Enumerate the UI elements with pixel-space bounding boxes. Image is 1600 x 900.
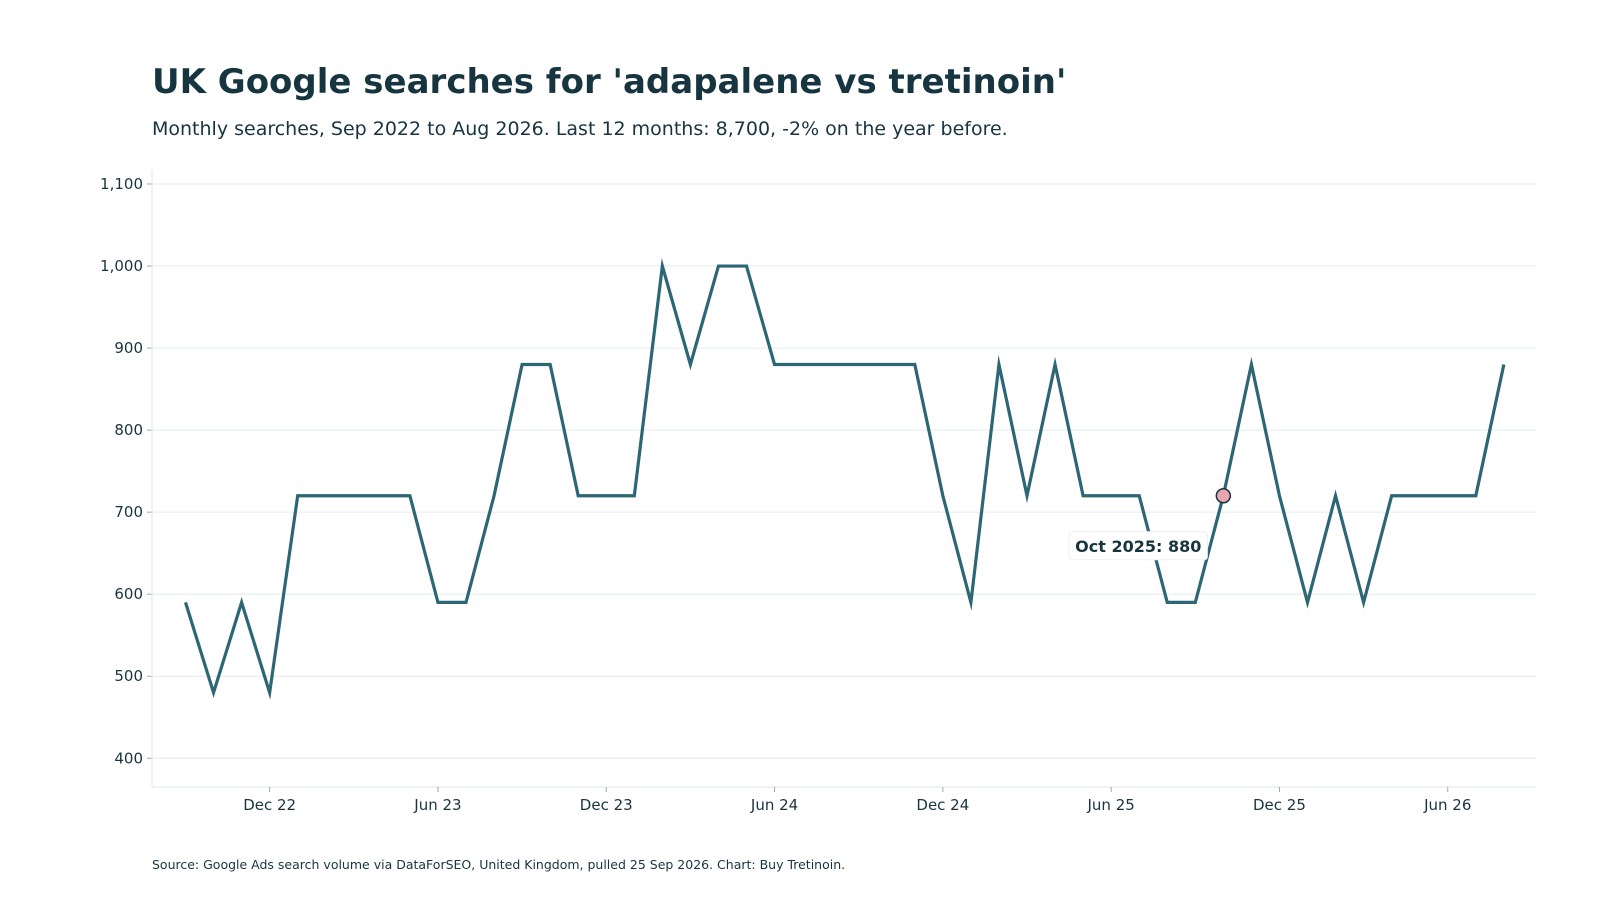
data-point <box>1418 494 1422 498</box>
series-line <box>183 257 1506 700</box>
chart-subtitle: Monthly searches, Sep 2022 to Aug 2026. … <box>152 118 1008 140</box>
data-point <box>1025 494 1029 498</box>
data-point <box>1081 494 1085 498</box>
data-point <box>829 362 833 366</box>
data-point <box>1502 362 1506 366</box>
data-point <box>464 600 468 604</box>
data-point <box>1249 362 1253 366</box>
data-point <box>520 362 524 366</box>
data-point <box>1390 494 1394 498</box>
data-point <box>492 494 496 498</box>
data-point <box>576 494 580 498</box>
data-point <box>1137 494 1141 498</box>
data-point <box>1306 600 1310 604</box>
chart-title: UK Google searches for 'adapalene vs tre… <box>152 62 1067 102</box>
highlight-marker <box>1215 488 1232 504</box>
data-point <box>1277 494 1281 498</box>
data-point <box>969 600 973 604</box>
data-point <box>885 362 889 366</box>
data-point <box>184 600 188 604</box>
data-point <box>352 494 356 498</box>
data-point <box>548 362 552 366</box>
x-tick-label: Jun 26 <box>1423 796 1471 814</box>
series-layer <box>183 257 1506 700</box>
source-note: Source: Google Ads search volume via Dat… <box>152 857 846 872</box>
data-point <box>941 494 945 498</box>
y-tick-label: 400 <box>114 749 143 767</box>
data-point <box>801 362 805 366</box>
data-point <box>1193 600 1197 604</box>
annotation-box <box>1068 531 1208 561</box>
data-point <box>773 362 777 366</box>
annotation-layer: Oct 2025: 880 <box>1068 488 1232 561</box>
x-tick-label: Jun 25 <box>1087 796 1135 814</box>
data-point <box>1165 600 1169 604</box>
axes: 400 500 600 700 800 900 1,000 1,100 Dec 22 Jun 23… <box>100 170 1536 814</box>
data-point <box>716 264 720 268</box>
y-tick-label: 900 <box>114 339 143 357</box>
data-point <box>1446 494 1450 498</box>
x-tick-label: Jun 23 <box>413 796 461 814</box>
gridlines <box>152 183 1536 759</box>
annotation-label: Oct 2025: 880 <box>1075 537 1201 556</box>
data-point <box>296 494 300 498</box>
data-point <box>604 494 608 498</box>
y-tick-label: 600 <box>114 585 143 603</box>
data-point <box>660 264 664 268</box>
data-point <box>436 600 440 604</box>
data-point <box>1474 494 1478 498</box>
data-point <box>380 494 384 498</box>
data-point <box>745 264 749 268</box>
x-tick-label: Dec 22 <box>243 796 296 814</box>
y-tick-label: 700 <box>114 503 143 521</box>
x-tick-label: Dec 23 <box>580 796 633 814</box>
data-point <box>997 362 1001 366</box>
y-tick-label: 1,000 <box>100 257 143 275</box>
data-point <box>1362 600 1366 604</box>
data-point <box>212 691 216 695</box>
data-point <box>408 494 412 498</box>
data-point <box>857 362 861 366</box>
data-point <box>1109 494 1113 498</box>
data-point <box>1053 362 1057 366</box>
x-tick-label: Dec 24 <box>916 796 969 814</box>
data-point <box>688 362 692 366</box>
data-point <box>913 362 917 366</box>
data-point <box>240 600 244 604</box>
y-tick-label: 500 <box>114 667 143 685</box>
data-point <box>632 494 636 498</box>
data-point <box>1334 494 1338 498</box>
y-tick-label: 800 <box>114 421 143 439</box>
x-tick-label: Jun 24 <box>750 796 798 814</box>
data-point <box>324 494 328 498</box>
x-tick-label: Dec 25 <box>1253 796 1306 814</box>
y-tick-label: 1,100 <box>100 175 143 193</box>
data-point <box>268 691 272 695</box>
